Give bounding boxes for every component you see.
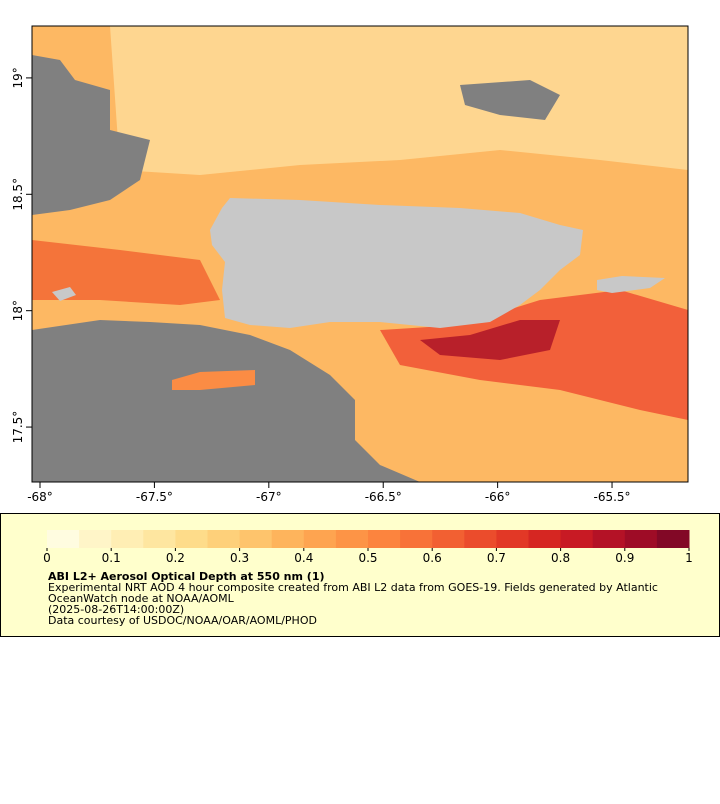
aod-field-dark bbox=[420, 320, 560, 360]
colorbar-swatch bbox=[464, 530, 497, 548]
colorbar-tick-label: 0 bbox=[43, 551, 51, 565]
y-tick-label: 19° bbox=[11, 67, 25, 88]
colorbar-tick-label: 0.5 bbox=[358, 551, 377, 565]
colorbar-swatch bbox=[496, 530, 529, 548]
colorbar-tick-label: 0.4 bbox=[294, 551, 313, 565]
map-field bbox=[32, 26, 688, 482]
colorbar-swatch bbox=[303, 530, 337, 548]
y-tick-label: 17.5° bbox=[11, 411, 25, 444]
land-mona bbox=[52, 287, 76, 301]
colorbar-swatch bbox=[400, 530, 433, 548]
no-data-patch bbox=[460, 80, 560, 120]
caption-title: ABI L2+ Aerosol Optical Depth at 550 nm … bbox=[48, 570, 325, 583]
colorbar-swatch bbox=[528, 530, 562, 548]
colorbar-swatch bbox=[79, 530, 112, 548]
colorbar-swatch bbox=[143, 530, 176, 548]
colorbar-swatch bbox=[560, 530, 594, 548]
colorbar-tick-label: 0.7 bbox=[487, 551, 506, 565]
land-puerto-rico bbox=[210, 198, 583, 328]
colorbar-tick-label: 0.6 bbox=[423, 551, 442, 565]
colorbar-swatch bbox=[271, 530, 305, 548]
aod-field-red bbox=[380, 290, 688, 420]
x-tick-label: -68° bbox=[27, 490, 53, 504]
no-data-patch bbox=[32, 55, 150, 215]
colorbar-swatch bbox=[624, 530, 658, 548]
colorbar-swatch bbox=[111, 530, 144, 548]
colorbar-tick-label: 0.8 bbox=[551, 551, 570, 565]
aod-field-west bbox=[32, 240, 220, 305]
y-tick-label: 18.5° bbox=[11, 178, 25, 211]
caption-line: (2025-08-26T14:00:00Z) bbox=[48, 603, 184, 616]
colorbar-tick-label: 1 bbox=[685, 551, 693, 565]
x-tick-label: -66.5° bbox=[365, 490, 402, 504]
aod-field-light bbox=[110, 26, 688, 175]
colorbar-swatch bbox=[656, 530, 690, 548]
caption-line: OceanWatch node at NOAA/AOML bbox=[48, 592, 235, 605]
land-vieques bbox=[597, 276, 665, 293]
x-tick-label: -65.5° bbox=[594, 490, 631, 504]
colorbar-tick-label: 0.3 bbox=[230, 551, 249, 565]
colorbar-swatch bbox=[335, 530, 369, 548]
colorbar-tick-label: 0.9 bbox=[615, 551, 634, 565]
colorbar-tick-label: 0.2 bbox=[166, 551, 185, 565]
colorbar-swatch bbox=[175, 530, 208, 548]
colorbar-swatch bbox=[592, 530, 626, 548]
x-tick-label: -67° bbox=[256, 490, 282, 504]
colorbar-swatch bbox=[47, 530, 80, 548]
colorbar-tick-label: 0.1 bbox=[102, 551, 121, 565]
caption-line: Experimental NRT AOD 4 hour composite cr… bbox=[48, 581, 658, 594]
aod-strip bbox=[172, 370, 255, 390]
caption-line: Data courtesy of USDOC/NOAA/OAR/AOML/PHO… bbox=[48, 614, 317, 627]
colorbar-swatch bbox=[368, 530, 401, 548]
colorbar-swatch bbox=[207, 530, 241, 548]
x-tick-label: -67.5° bbox=[136, 490, 173, 504]
colorbar-swatch bbox=[239, 530, 273, 548]
x-tick-label: -66° bbox=[485, 490, 511, 504]
colorbar-swatch bbox=[432, 530, 465, 548]
map-frame bbox=[31, 25, 689, 483]
y-tick-label: 18° bbox=[11, 300, 25, 321]
